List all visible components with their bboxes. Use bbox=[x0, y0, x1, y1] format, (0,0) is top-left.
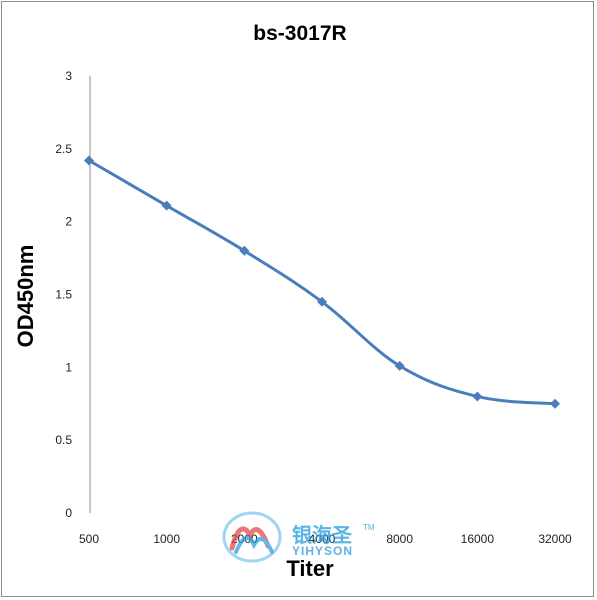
x-tick-label: 4000 bbox=[309, 532, 336, 546]
data-point-marker bbox=[239, 245, 250, 256]
series-line bbox=[88, 159, 556, 406]
y-axis-title: OD450nm bbox=[13, 245, 38, 348]
y-tick-label: 2.5 bbox=[55, 142, 72, 156]
watermark-logo-icon bbox=[222, 511, 282, 563]
x-tick-label: 32000 bbox=[538, 532, 572, 546]
y-tick-label: 2 bbox=[65, 215, 72, 229]
watermark-cn: 银海圣 bbox=[292, 523, 353, 547]
chart-title: bs-3017R bbox=[253, 22, 346, 45]
y-tick-label: 3 bbox=[65, 69, 72, 83]
data-point-marker bbox=[317, 296, 327, 307]
x-tick-label: 16000 bbox=[461, 532, 495, 546]
x-tick-label: 1000 bbox=[153, 532, 180, 546]
watermark: 银海圣 TM YIHYSON bbox=[222, 511, 375, 563]
y-tick-label: 0 bbox=[65, 506, 72, 520]
series-layer bbox=[84, 155, 560, 409]
x-tick-label: 8000 bbox=[386, 532, 413, 546]
y-tick-labels: 0 0.5 1 1.5 2 2.5 3 bbox=[55, 69, 72, 520]
data-point-marker bbox=[161, 200, 172, 211]
x-axis-title: Titer bbox=[286, 556, 334, 581]
y-tick-label: 1.5 bbox=[55, 288, 72, 302]
data-point-marker bbox=[394, 360, 405, 371]
watermark-tm: TM bbox=[363, 523, 375, 532]
watermark-en: YIHYSON bbox=[292, 544, 353, 558]
y-tick-label: 1 bbox=[65, 360, 72, 374]
data-point-marker bbox=[550, 398, 560, 409]
data-point-marker bbox=[84, 155, 94, 166]
data-point-marker bbox=[472, 391, 483, 402]
x-tick-label: 500 bbox=[79, 532, 99, 546]
y-tick-label: 0.5 bbox=[55, 433, 72, 447]
